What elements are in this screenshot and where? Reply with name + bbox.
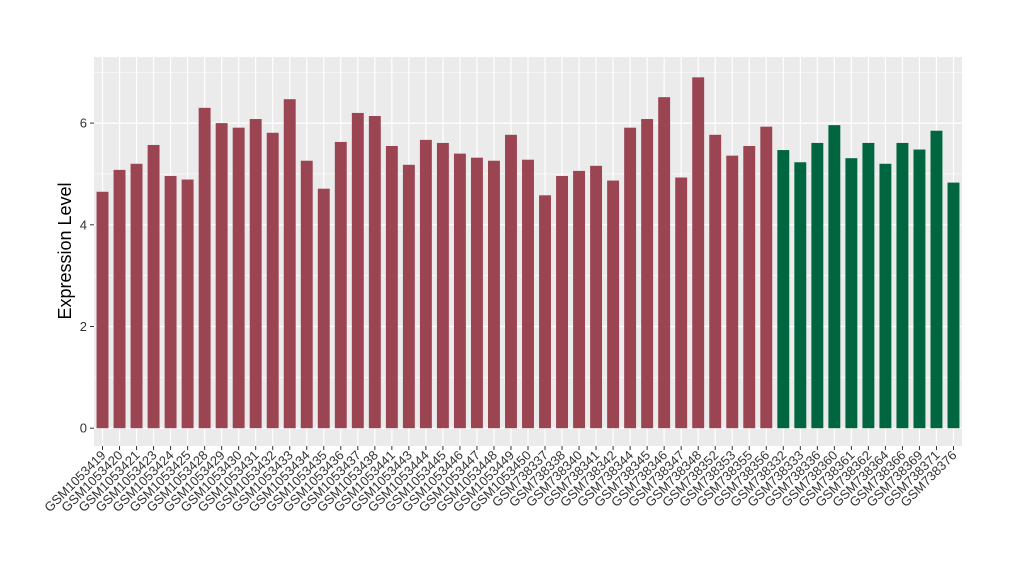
bar (113, 169, 126, 429)
bar (351, 112, 364, 429)
bar (164, 175, 177, 429)
bar (385, 145, 398, 429)
bar (130, 163, 143, 429)
x-axis: GSM1053419GSM1053420GSM1053421GSM1053423… (41, 446, 960, 515)
bar (828, 125, 841, 429)
y-tick-label: 2 (80, 319, 87, 334)
bar (317, 188, 330, 429)
bar (96, 191, 109, 429)
bar (419, 139, 432, 429)
bar (709, 134, 722, 429)
bar (811, 142, 824, 429)
bar (947, 182, 960, 429)
bar (522, 159, 534, 429)
bar (470, 157, 483, 429)
bar (181, 179, 194, 429)
bar (283, 99, 296, 429)
bar (641, 119, 654, 429)
bar (300, 160, 313, 429)
bar (624, 127, 637, 429)
y-axis-title: Expression Level (55, 182, 75, 319)
bar (505, 134, 517, 429)
bar (198, 107, 211, 429)
bar (743, 145, 756, 429)
y-tick-label: 0 (80, 421, 87, 436)
bar (777, 150, 790, 429)
y-tick-label: 4 (80, 217, 87, 232)
y-tick-label: 6 (80, 116, 87, 131)
bar (453, 153, 466, 429)
bar (147, 144, 160, 429)
bar (402, 164, 415, 429)
bar (658, 97, 671, 429)
y-axis: 0 2 4 6 (80, 116, 94, 436)
bar (845, 158, 858, 429)
bar (675, 177, 688, 429)
bar (726, 155, 739, 429)
bar (573, 170, 586, 429)
bar (368, 115, 381, 429)
bar (488, 160, 500, 429)
bar (539, 195, 551, 429)
bar (215, 123, 228, 429)
bar (879, 163, 892, 429)
bar (266, 132, 279, 429)
bar (556, 175, 568, 429)
bar (232, 127, 245, 429)
bar (913, 149, 926, 429)
bar (436, 142, 449, 429)
bar (896, 142, 909, 429)
bar (590, 165, 603, 429)
bar (760, 126, 773, 429)
bar (794, 162, 807, 429)
bar (249, 119, 262, 429)
bar (607, 180, 620, 429)
bar (930, 130, 943, 429)
bar (862, 142, 875, 429)
bar (692, 77, 705, 429)
bars (96, 77, 960, 429)
bar (334, 141, 347, 429)
